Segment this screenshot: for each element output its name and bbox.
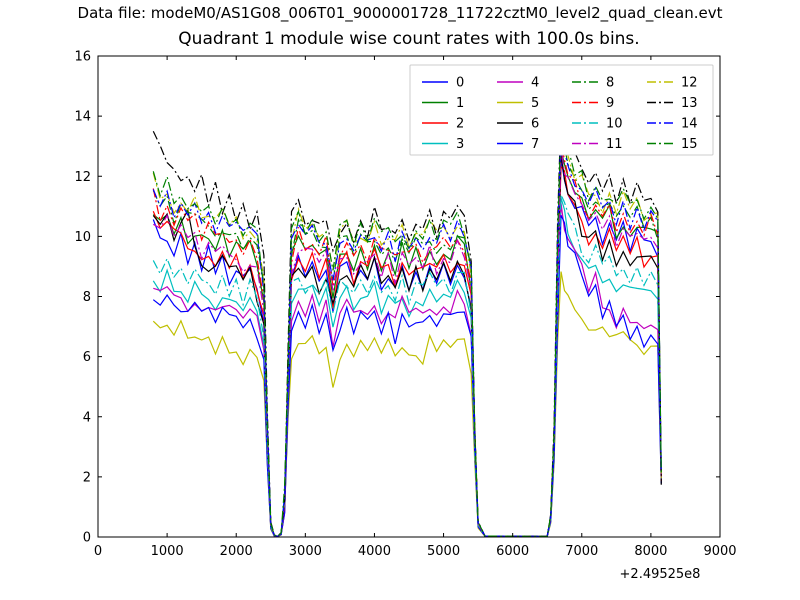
data-line-13 bbox=[152, 109, 662, 538]
x-tick-label: 2000 bbox=[220, 544, 253, 559]
data-line-9 bbox=[152, 142, 662, 538]
data-line-15 bbox=[152, 119, 662, 538]
legend-label-5: 5 bbox=[531, 96, 539, 111]
data-line-8 bbox=[152, 139, 662, 538]
legend-label-8: 8 bbox=[606, 76, 614, 91]
y-tick-label: 10 bbox=[74, 230, 91, 245]
legend-label-7: 7 bbox=[531, 137, 539, 152]
axes-title: Quadrant 1 module wise count rates with … bbox=[178, 29, 640, 49]
x-tick-label: 1000 bbox=[151, 544, 184, 559]
legend-label-4: 4 bbox=[531, 76, 539, 91]
x-tick-label: 7000 bbox=[565, 544, 598, 559]
axes-frame bbox=[97, 55, 721, 538]
y-tick-label: 8 bbox=[83, 290, 91, 305]
data-line-3 bbox=[152, 197, 662, 538]
data-line-6 bbox=[152, 152, 662, 538]
x-tick-label: 3000 bbox=[289, 544, 322, 559]
legend-label-13: 13 bbox=[681, 96, 698, 111]
y-tick-label: 6 bbox=[83, 350, 91, 365]
legend-label-10: 10 bbox=[606, 117, 623, 132]
x-tick-label: 8000 bbox=[634, 544, 667, 559]
y-tick-label: 4 bbox=[83, 410, 91, 425]
y-tick-label: 16 bbox=[74, 50, 91, 65]
x-tick-label: 6000 bbox=[496, 544, 529, 559]
legend-label-2: 2 bbox=[456, 117, 464, 132]
data-line-0 bbox=[152, 158, 662, 538]
x-tick-label: 0 bbox=[94, 544, 102, 559]
legend-box bbox=[409, 64, 714, 156]
y-tick-label: 2 bbox=[83, 470, 91, 485]
figure-suptitle: Data file: modeM0/AS1G08_006T01_90000017… bbox=[77, 4, 723, 22]
y-tick-label: 14 bbox=[74, 110, 91, 125]
x-tick-label: 5000 bbox=[427, 544, 460, 559]
x-tick-label: 9000 bbox=[703, 544, 736, 559]
data-line-7 bbox=[152, 215, 662, 538]
data-line-4 bbox=[153, 203, 662, 538]
legend-label-11: 11 bbox=[606, 137, 623, 152]
data-line-5 bbox=[152, 271, 662, 538]
y-tick-label: 12 bbox=[74, 170, 91, 185]
legend-label-0: 0 bbox=[456, 76, 464, 91]
legend-label-9: 9 bbox=[606, 96, 614, 111]
axis-ticks-layer: 0 1000 2000 3000 4000 5000 6000 7000 8000 9000 0 2 4… bbox=[74, 50, 736, 560]
legend-label-1: 1 bbox=[456, 96, 464, 111]
legend-label-6: 6 bbox=[531, 117, 539, 132]
data-lines-layer bbox=[152, 109, 662, 538]
data-line-12 bbox=[152, 122, 662, 538]
data-line-10 bbox=[152, 194, 662, 538]
data-line-2 bbox=[152, 164, 662, 538]
legend-label-15: 15 bbox=[681, 137, 698, 152]
y-tick-label: 0 bbox=[83, 531, 91, 546]
data-line-14 bbox=[152, 128, 662, 538]
legend-label-14: 14 bbox=[681, 117, 698, 132]
legend-label-3: 3 bbox=[456, 137, 464, 152]
data-line-1 bbox=[152, 150, 662, 538]
x-tick-label: 4000 bbox=[358, 544, 391, 559]
x-axis-offset-label: +2.49525e8 bbox=[620, 567, 701, 582]
legend-label-12: 12 bbox=[681, 76, 698, 91]
data-line-11 bbox=[152, 146, 662, 538]
